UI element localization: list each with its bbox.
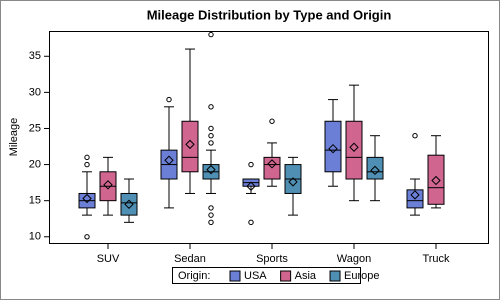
mean-marker	[288, 177, 298, 187]
legend-label: Europe	[344, 270, 379, 282]
box	[324, 120, 342, 173]
outlier	[248, 161, 254, 168]
mean-marker	[164, 155, 174, 165]
chart-title: Mileage Distribution by Type and Origin	[147, 7, 392, 22]
outlier	[269, 118, 275, 124]
legend-swatch	[280, 270, 292, 282]
mean-marker	[349, 142, 359, 152]
y-tick-label: 25	[29, 122, 41, 134]
box	[181, 120, 199, 173]
x-tick-label: SUV	[97, 253, 120, 265]
mean-marker	[370, 165, 380, 176]
mean-marker	[267, 159, 277, 169]
outlier	[166, 96, 172, 103]
outlier	[208, 132, 214, 139]
y-tick-label: 35	[29, 50, 41, 62]
outlier	[84, 234, 90, 240]
y-tick-label: 10	[29, 231, 41, 243]
mean-marker	[103, 180, 113, 190]
mean-marker	[410, 190, 420, 200]
x-tick-label: Sports	[256, 253, 288, 265]
box	[345, 120, 363, 180]
plot-frame	[49, 31, 489, 244]
mean-marker	[246, 181, 256, 191]
legend-label: Asia	[295, 270, 317, 282]
mean-marker	[82, 193, 92, 204]
outlier	[412, 132, 418, 139]
x-tick-label: Sedan	[174, 253, 206, 265]
outlier	[208, 212, 214, 218]
outlier	[248, 219, 254, 226]
outlier	[84, 154, 90, 161]
mean-marker	[328, 143, 338, 154]
outlier	[208, 140, 214, 146]
legend-title: Origin:	[178, 270, 210, 282]
mean-marker	[185, 139, 195, 150]
mean-marker	[431, 175, 441, 186]
mean-marker	[206, 164, 216, 175]
box	[120, 192, 138, 216]
legend-frame	[172, 267, 361, 284]
x-tick-label: Wagon	[337, 253, 371, 265]
legend-swatch	[329, 270, 341, 282]
y-axis-label: Mileage	[8, 118, 20, 157]
legend-label: USA	[244, 270, 267, 282]
outlier	[208, 125, 214, 132]
outlier	[208, 31, 214, 38]
box	[427, 154, 445, 205]
y-tick-label: 15	[29, 195, 41, 207]
outlier	[208, 104, 214, 110]
box	[366, 156, 384, 180]
y-tick-label: 30	[29, 86, 41, 98]
mean-marker	[124, 199, 134, 209]
legend-swatch	[229, 270, 241, 282]
x-tick-label: Truck	[422, 253, 450, 265]
outlier	[84, 161, 90, 168]
outlier	[208, 205, 214, 211]
y-tick-label: 20	[29, 158, 41, 170]
outlier	[208, 219, 214, 226]
